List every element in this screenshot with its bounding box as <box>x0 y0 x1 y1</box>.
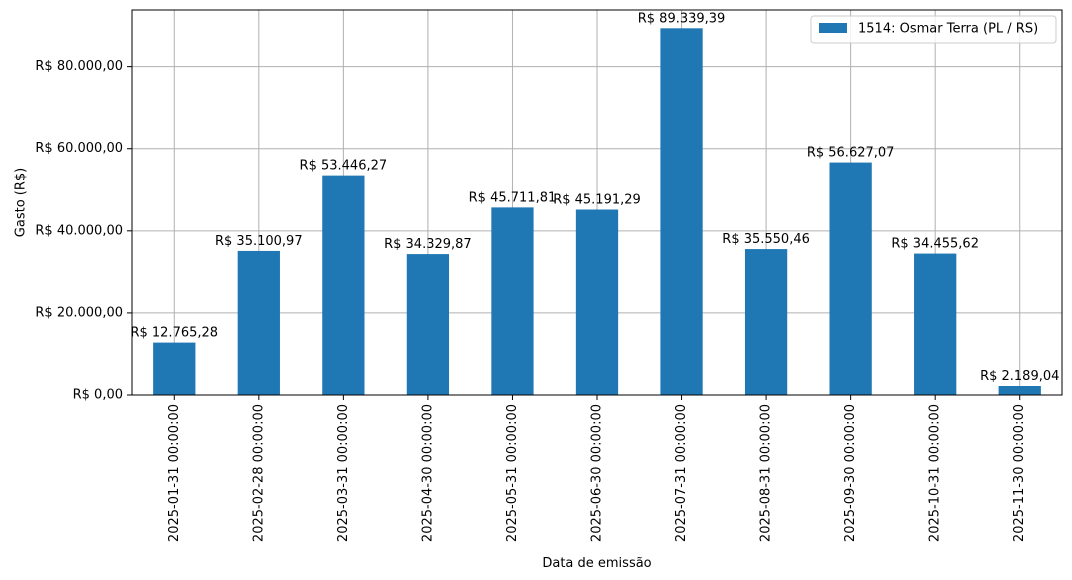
bar <box>491 207 534 395</box>
x-tick-label: 2025-05-31 00:00:00 <box>505 404 520 542</box>
bar-value-label: R$ 34.329,87 <box>384 237 472 252</box>
bar <box>322 175 365 395</box>
x-tick-label: 2025-08-31 00:00:00 <box>759 404 774 542</box>
bar <box>575 209 619 395</box>
bar-value-label: R$ 53.446,27 <box>300 159 388 174</box>
bar <box>660 28 703 396</box>
x-tick-label: 2025-09-30 00:00:00 <box>843 404 858 542</box>
bar <box>237 250 280 395</box>
bar <box>406 254 450 395</box>
y-tick-label: R$ 80.000,00 <box>35 59 123 74</box>
y-tick-label: R$ 0,00 <box>73 388 123 403</box>
bar-value-label: R$ 34.455,62 <box>891 237 979 252</box>
bar-value-label: R$ 56.627,07 <box>807 146 895 161</box>
bar-value-label: R$ 35.100,97 <box>215 234 303 249</box>
bar <box>998 386 1041 395</box>
x-tick-label: 2025-04-30 00:00:00 <box>420 404 435 542</box>
legend-box <box>810 15 1057 44</box>
legend: 1514: Osmar Terra (PL / RS) <box>810 15 1057 44</box>
y-tick-label: R$ 60.000,00 <box>35 141 123 156</box>
bar <box>829 162 872 395</box>
bar-value-label: R$ 12.765,28 <box>130 326 218 341</box>
y-tick-label: R$ 20.000,00 <box>35 305 123 320</box>
x-tick-label: 2025-02-28 00:00:00 <box>251 404 266 542</box>
bar-value-label: R$ 45.711,81 <box>469 190 557 205</box>
bar-value-label: R$ 35.550,46 <box>722 232 810 247</box>
bar <box>914 253 957 395</box>
x-tick-label: 2025-07-31 00:00:00 <box>674 404 689 542</box>
bar <box>744 249 788 395</box>
bars <box>153 28 1041 396</box>
bar <box>153 342 196 395</box>
x-tick-label: 2025-01-31 00:00:00 <box>167 404 182 542</box>
legend-entry: 1514: Osmar Terra (PL / RS) <box>858 22 1038 37</box>
x-axis-ticks: 2025-01-31 00:00:00 2025-02-28 00:00:00 20… <box>167 395 1027 542</box>
data-labels: R$ 12.765,28 R$ 35.100,97 R$ 53.446,27 R$ 3… <box>130 11 1059 384</box>
bar-value-label: R$ 2.189,04 <box>980 369 1059 384</box>
x-tick-label: 2025-06-30 00:00:00 <box>590 404 605 542</box>
x-tick-label: 2025-10-31 00:00:00 <box>928 404 943 542</box>
x-tick-label: 2025-11-30 00:00:00 <box>1012 404 1027 542</box>
bar-value-label: R$ 89.339,39 <box>638 11 726 26</box>
y-axis-ticks: R$ 0,00 R$ 20.000,00 R$ 40.000,00 R$ 60.000… <box>35 59 132 403</box>
y-axis-label: Gasto (R$) <box>14 168 29 237</box>
legend-swatch <box>819 23 847 33</box>
y-tick-label: R$ 40.000,00 <box>35 223 123 238</box>
x-axis-label: Data de emissão <box>542 556 651 571</box>
bar-value-label: R$ 45.191,29 <box>553 193 641 208</box>
x-tick-label: 2025-03-31 00:00:00 <box>336 404 351 542</box>
